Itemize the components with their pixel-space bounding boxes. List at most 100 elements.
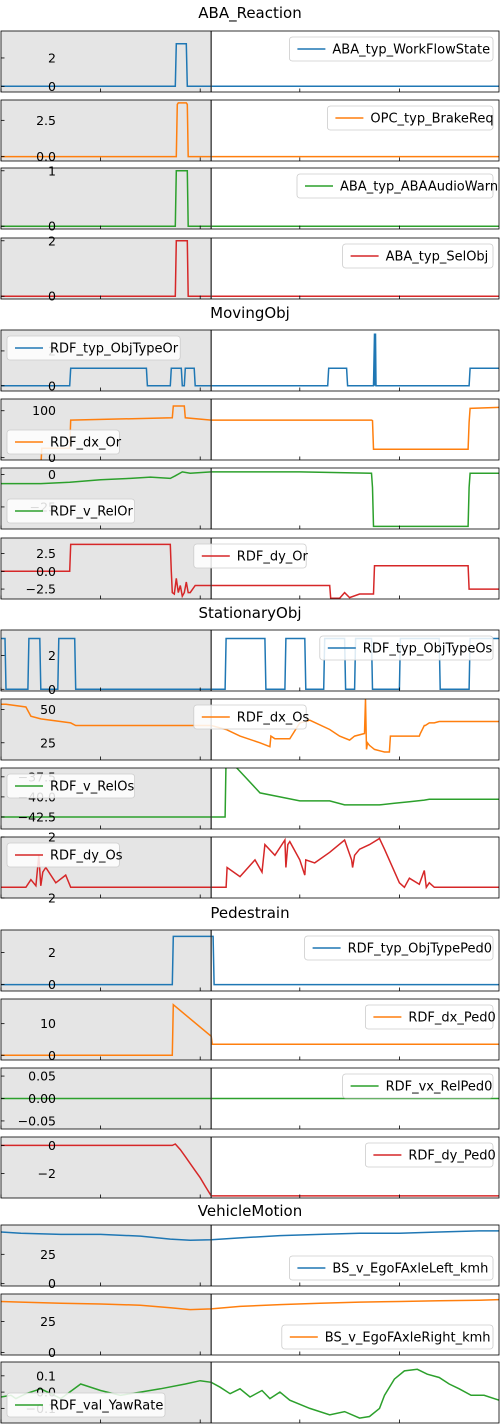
y-tick-label: 0 xyxy=(48,1276,56,1291)
legend: RDF_vx_RelPed0 xyxy=(342,1073,494,1099)
series-line-OPC_typ_BrakeReq xyxy=(1,102,499,158)
y-tick-label: 2 xyxy=(48,648,56,663)
series-line-ABA_typ_WorkFlowState xyxy=(1,43,499,88)
shaded-region xyxy=(1,168,212,229)
y-tick-label: 2 xyxy=(48,233,56,248)
shaded-region xyxy=(1,1137,212,1198)
axes-frame xyxy=(0,329,500,392)
legend: OPC_typ_BrakeReq xyxy=(326,105,494,131)
legend-label: RDF_dx_Ped0 xyxy=(408,1011,495,1026)
legend: BS_v_EgoFAxleRight_kmh xyxy=(281,1324,494,1350)
legend: RDF_dy_Or xyxy=(193,543,309,569)
legend-box xyxy=(6,1392,166,1418)
panel-BS_v_EgoFAxleRight_kmh: 0 25 BS_v_EgoFAxleRight_kmh xyxy=(0,1293,500,1360)
legend-box xyxy=(6,773,135,799)
series-line-RDF_v_RelOs xyxy=(1,768,499,818)
axes-frame xyxy=(0,1361,500,1424)
axes-frame xyxy=(0,929,500,992)
legend-label: BS_v_EgoFAxleLeft_kmh xyxy=(332,1262,488,1277)
y-tick-label: 0 xyxy=(48,450,56,465)
panel-ABA_typ_WorkFlowState: 0 2 ABA_typ_WorkFlowState xyxy=(0,30,500,94)
series-line-BS_v_EgoFAxleRight_kmh xyxy=(1,1298,499,1311)
legend: RDF_v_RelOs xyxy=(6,773,135,799)
panel-RDF_val_YawRate: 0.10.0−0.1RDF_val_YawRate xyxy=(0,1361,500,1424)
axes-frame xyxy=(0,398,500,461)
panel-RDF_dx_Or: 0 100 RDF_dx_Or xyxy=(0,398,500,465)
y-tick-label: 0 xyxy=(48,1048,56,1063)
legend: RDF_typ_ObjTypeOs xyxy=(319,635,494,661)
group-title-aba-reaction: ABA_Reaction xyxy=(198,4,301,23)
shaded-region xyxy=(1,999,212,1060)
legend-box xyxy=(288,36,494,62)
legend-box xyxy=(326,105,494,131)
panel-ABA_typ_SelObj: 0 2 ABA_typ_SelObj xyxy=(0,233,500,304)
y-tick-label: 2 xyxy=(48,945,56,960)
axes-frame xyxy=(0,1293,500,1356)
legend-label: RDF_dy_Or xyxy=(237,550,309,565)
legend-box xyxy=(6,335,181,361)
series-line-RDF_dx_Ped0 xyxy=(1,1003,499,1057)
legend-box xyxy=(296,173,494,199)
legend: RDF_typ_ObjTypeOr xyxy=(6,335,181,361)
panel-OPC_typ_BrakeReq: 0.0 2.5 OPC_typ_BrakeReq xyxy=(0,99,500,164)
y-tick-label: 0.05 xyxy=(28,1069,56,1084)
panel-RDF_dy_Or: 2.5 0.0 −2.5 RDF_dy_Or xyxy=(0,537,500,600)
series-line-RDF_dy_Or xyxy=(1,543,499,599)
y-tick-label: 25 xyxy=(40,735,56,750)
shaded-region xyxy=(1,31,212,92)
group-title-stationaryobj: StationaryObj xyxy=(198,604,301,622)
y-tick-label: 25 xyxy=(40,1247,56,1262)
shaded-region xyxy=(1,100,212,161)
shaded-region xyxy=(1,930,212,991)
axes-frame xyxy=(0,537,500,600)
axes-frame xyxy=(0,698,500,761)
y-tick-label: 0 xyxy=(48,219,56,234)
y-tick-label: −0.05 xyxy=(18,1113,56,1128)
y-tick-label: 0.0 xyxy=(36,149,56,164)
legend-label: RDF_dy_Ped0 xyxy=(408,1149,495,1164)
legend-box xyxy=(193,543,307,569)
legend-box xyxy=(281,1324,494,1350)
series-line-RDF_val_YawRate xyxy=(1,1368,499,1419)
panel-RDF_typ_ObjTypeOs: 0 2 RDF_typ_ObjTypeOs xyxy=(0,629,500,697)
y-tick-label: 1 xyxy=(48,163,56,178)
y-tick-label: 0 xyxy=(48,977,56,992)
y-tick-label: 2 xyxy=(48,830,56,845)
axes-frame xyxy=(0,767,500,830)
legend: RDF_val_YawRate xyxy=(6,1392,166,1418)
legend-label: RDF_dy_Os xyxy=(50,849,123,864)
legend-box xyxy=(364,1004,494,1030)
panel-RDF_typ_ObjTypePed0: 0 2 RDF_typ_ObjTypePed0 xyxy=(0,929,500,992)
axes-frame xyxy=(0,99,500,162)
series-line-RDF_v_RelOr xyxy=(1,471,499,528)
legend-label: ABA_typ_SelObj xyxy=(386,250,489,265)
shaded-region xyxy=(1,699,212,760)
legend-label: RDF_dx_Os xyxy=(237,711,310,726)
legend-box xyxy=(6,429,120,455)
legend: RDF_dx_Or xyxy=(6,429,122,455)
y-tick-label: 0 xyxy=(48,378,56,393)
legend-label: RDF_dx_Or xyxy=(50,436,122,451)
series-line-RDF_dx_Os xyxy=(1,699,499,753)
y-tick-label: 25 xyxy=(40,1314,56,1329)
y-tick-label: 2.5 xyxy=(36,113,56,128)
y-tick-label: 0 xyxy=(48,467,56,482)
shaded-region xyxy=(1,238,212,299)
legend-label: ABA_typ_ABAAudioWarn xyxy=(340,180,498,195)
y-tick-label: 50 xyxy=(40,702,56,717)
legend: ABA_typ_WorkFlowState xyxy=(288,36,494,62)
legend: ABA_typ_SelObj xyxy=(342,243,494,269)
legend-label: RDF_vx_RelPed0 xyxy=(386,1080,493,1095)
legend: RDF_dy_Os xyxy=(6,842,123,868)
legend: ABA_typ_ABAAudioWarn xyxy=(296,173,498,199)
legend-box xyxy=(193,704,307,730)
legend-label: RDF_val_YawRate xyxy=(50,1399,163,1414)
series-line-RDF_typ_ObjTypeOs xyxy=(1,637,499,691)
panel-RDF_dy_Os: 2 2 RDF_dy_Os xyxy=(0,830,500,906)
panel-BS_v_EgoFAxleLeft_kmh: 0 25 BS_v_EgoFAxleLeft_kmh xyxy=(0,1224,500,1291)
group-title-vehiclemotion: VehicleMotion xyxy=(198,1202,303,1220)
legend-box xyxy=(288,1255,494,1281)
